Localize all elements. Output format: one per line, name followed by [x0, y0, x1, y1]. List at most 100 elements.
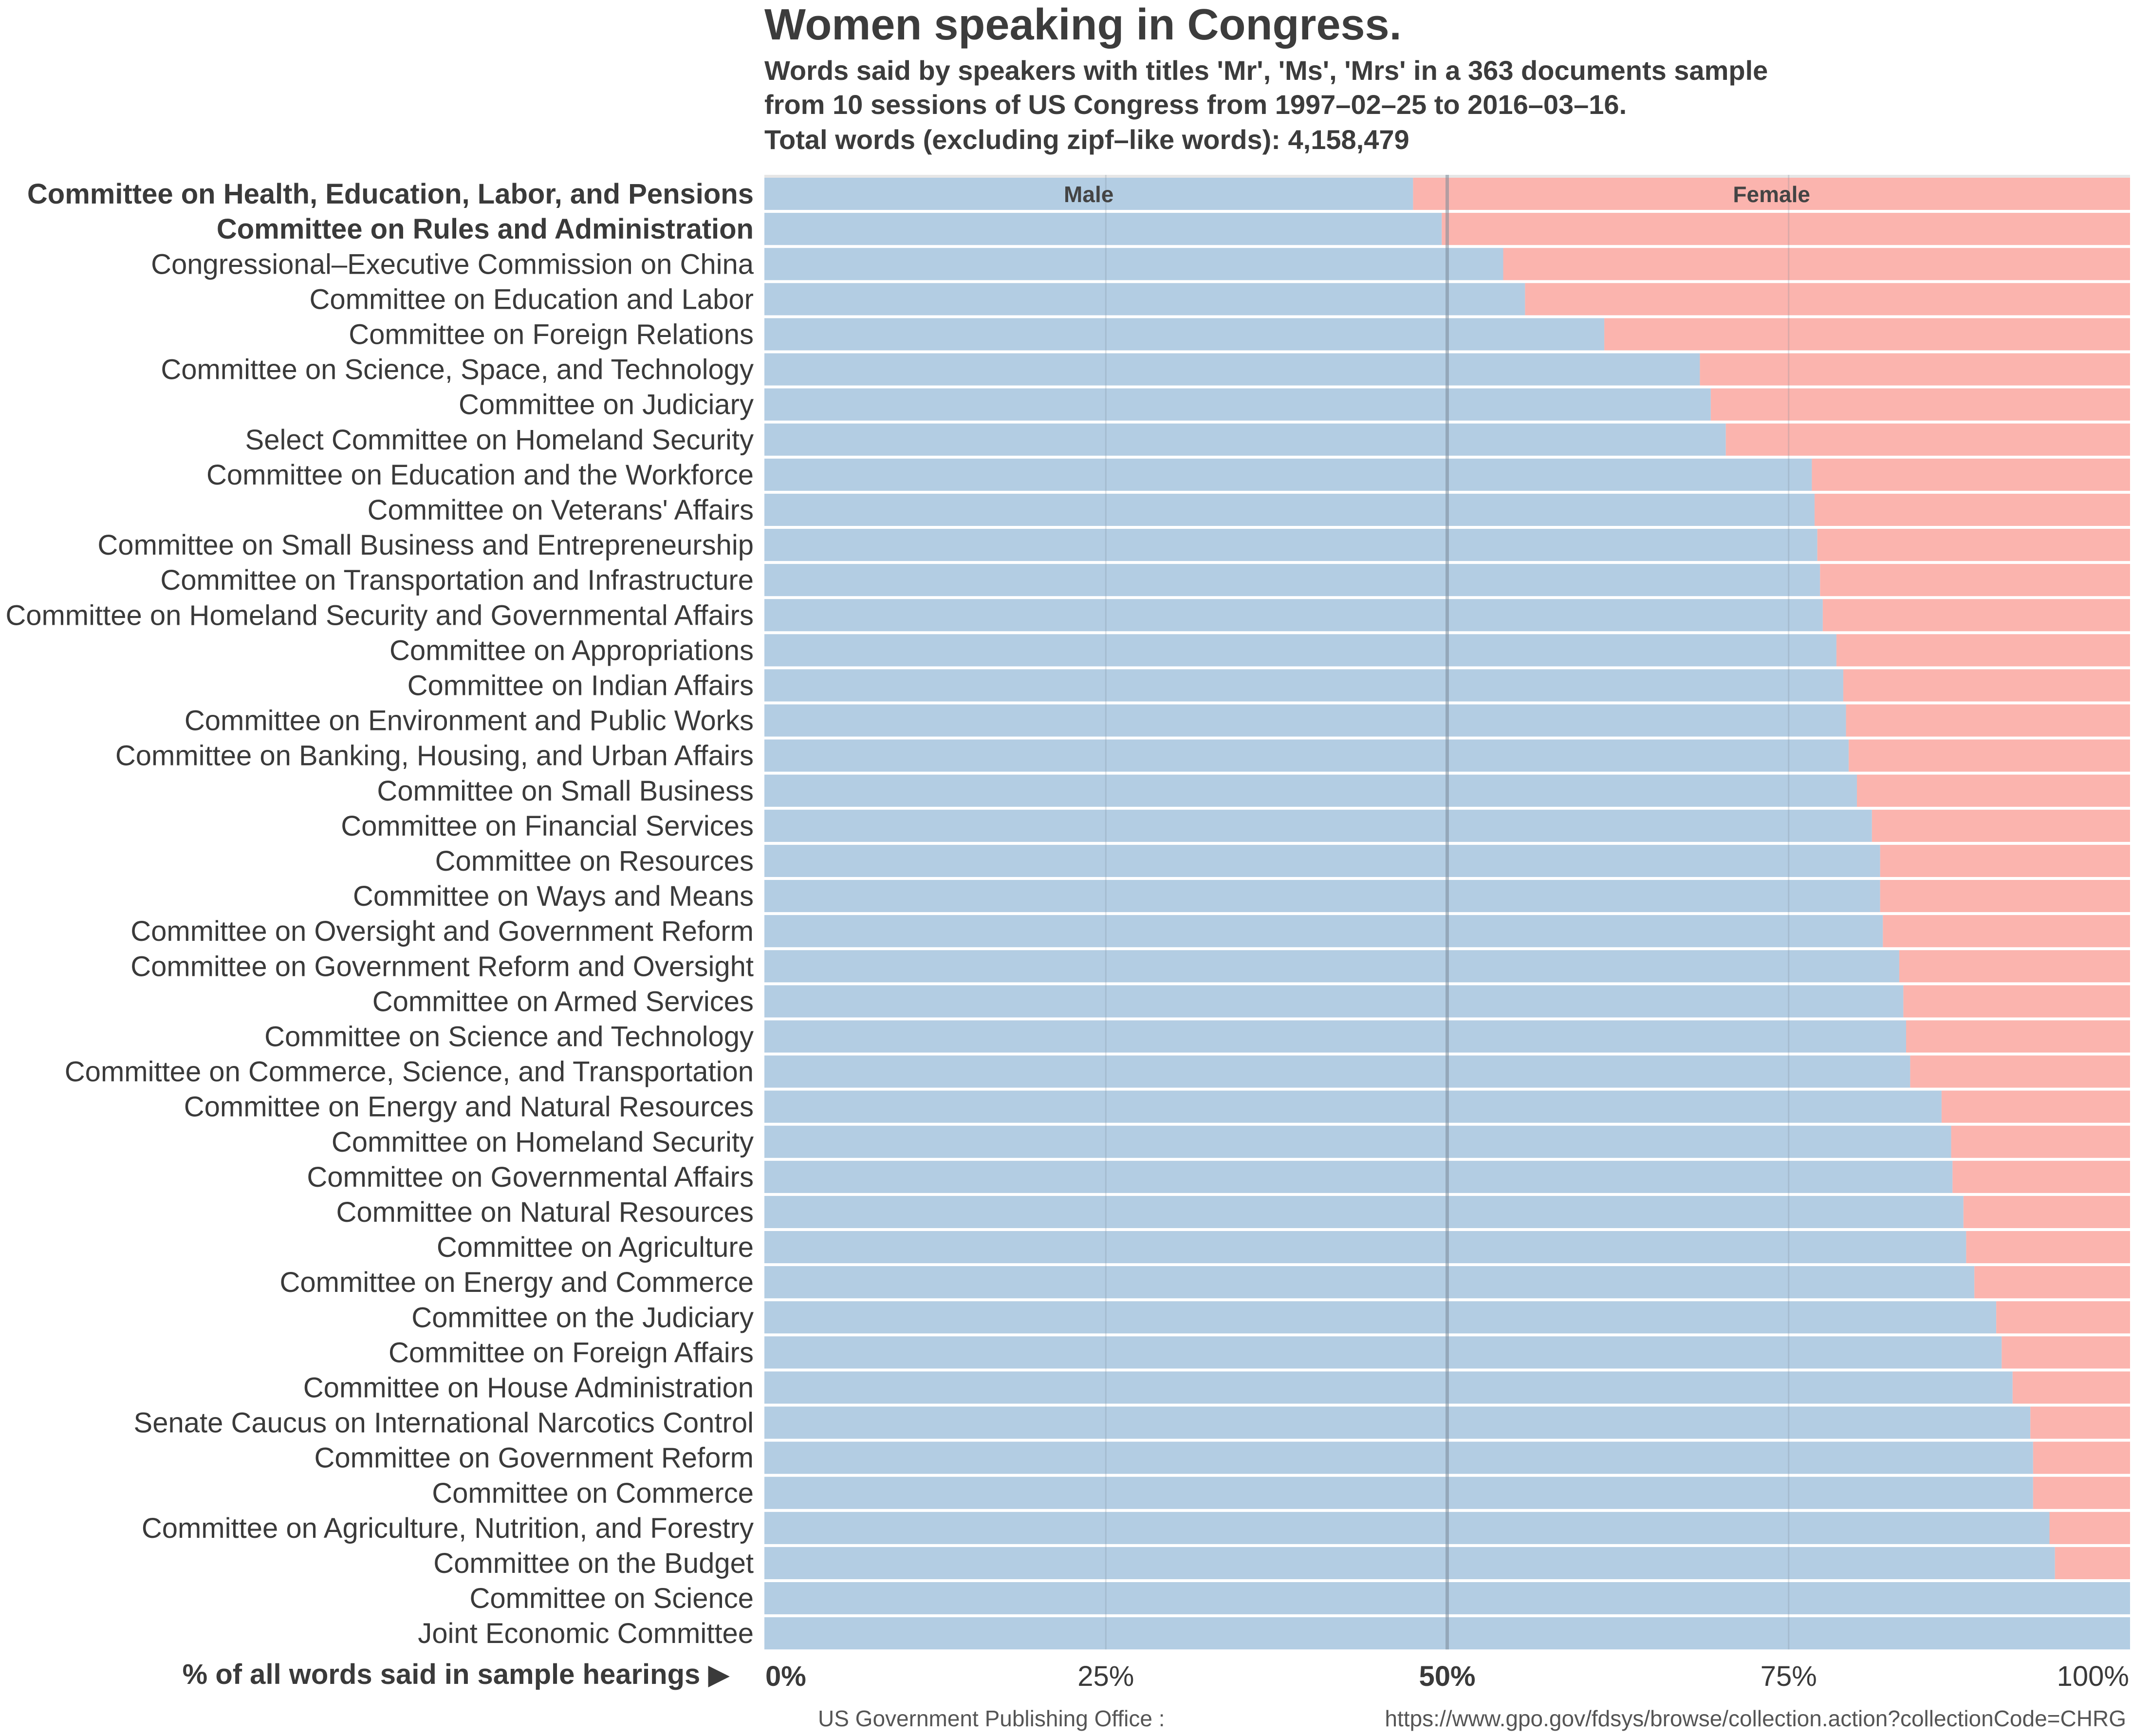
- series-label-female: Female: [1733, 182, 1810, 207]
- bar-female: [1996, 1301, 2130, 1334]
- bar-male: [764, 634, 1836, 667]
- bar-female: [1903, 985, 2130, 1018]
- bar-male: [764, 353, 1700, 386]
- series-labels-layer: Male Female: [1064, 182, 1810, 207]
- bar-male: [764, 1195, 1964, 1228]
- bar-male: [764, 1090, 1942, 1123]
- bar-female: [1846, 704, 2130, 737]
- category-label: Committee on Appropriations: [389, 635, 754, 666]
- bar-female: [1700, 353, 2130, 386]
- bar-male: [764, 213, 1442, 245]
- x-tick-label: 0%: [765, 1661, 806, 1692]
- x-tick-labels-layer: 0% 25% 50% 75% 100%: [765, 1661, 2129, 1692]
- bar-female: [1941, 1090, 2130, 1123]
- bar-female: [1820, 564, 2130, 597]
- bar-female: [1849, 739, 2130, 772]
- category-label: Committee on Commerce: [432, 1477, 754, 1509]
- category-label: Committee on Education and Labor: [310, 283, 754, 315]
- bar-female: [1843, 669, 2130, 702]
- bar-male: [764, 1020, 1906, 1053]
- category-label: Committee on Homeland Security: [332, 1126, 754, 1158]
- bar-female: [2055, 1547, 2130, 1579]
- bar-female: [1815, 493, 2130, 526]
- category-label: Committee on Health, Education, Labor, a…: [27, 178, 754, 210]
- source-url[interactable]: https://www.gpo.gov/fdsys/browse/collect…: [1385, 1706, 2126, 1731]
- bar-male: [764, 704, 1846, 737]
- category-label: Committee on Science and Technology: [264, 1021, 754, 1052]
- bar-male: [764, 1301, 1997, 1334]
- category-label: Committee on Homeland Security and Gover…: [5, 599, 754, 631]
- bar-female: [1966, 1231, 2130, 1264]
- bar-female: [1951, 1125, 2130, 1158]
- bar-female: [1880, 844, 2130, 877]
- category-label: Committee on Banking, Housing, and Urban…: [115, 740, 754, 772]
- bar-male: [764, 388, 1711, 421]
- bar-female: [1725, 423, 2130, 456]
- bar-female: [2002, 1336, 2130, 1369]
- bar-male: [764, 529, 1817, 561]
- bars-layer: [764, 175, 2130, 1650]
- category-label: Congressional–Executive Commission on Ch…: [151, 248, 754, 280]
- bar-female: [2033, 1476, 2130, 1509]
- category-labels-layer: Committee on Health, Education, Labor, a…: [5, 178, 754, 1649]
- x-tick-label: 50%: [1419, 1661, 1475, 1692]
- bar-male: [764, 669, 1843, 702]
- bar-male: [764, 950, 1899, 983]
- bar-male: [764, 1055, 1910, 1088]
- bar-male: [764, 564, 1820, 597]
- bar-female: [1817, 529, 2130, 561]
- category-label: Committee on Natural Resources: [336, 1196, 754, 1228]
- bar-male: [764, 283, 1525, 316]
- category-label: Committee on House Administration: [303, 1372, 754, 1403]
- bar-male: [764, 1231, 1966, 1264]
- bar-male: [764, 739, 1849, 772]
- gridlines-layer: [1105, 175, 1790, 1650]
- source-name: US Government Publishing Office :: [818, 1706, 1165, 1731]
- bar-male: [764, 1512, 2050, 1544]
- category-label: Committee on Governmental Affairs: [307, 1161, 754, 1193]
- bar-female: [2030, 1406, 2130, 1439]
- series-label-male: Male: [1064, 182, 1113, 207]
- bar-male: [764, 178, 1413, 210]
- category-label: Committee on Veterans' Affairs: [368, 494, 754, 526]
- bar-male: [764, 493, 1815, 526]
- bar-female: [1604, 318, 2130, 351]
- chart-subtitle-line-1: Words said by speakers with titles 'Mr',…: [764, 55, 1768, 86]
- bar-male: [764, 915, 1883, 948]
- category-label: Committee on Agriculture: [437, 1232, 754, 1263]
- category-label: Committee on Energy and Commerce: [279, 1267, 754, 1298]
- bar-female: [1872, 809, 2130, 842]
- bar-female: [1812, 458, 2130, 491]
- category-label: Committee on Energy and Natural Resource…: [184, 1091, 754, 1123]
- chart-subtitle-line-2: from 10 sessions of US Congress from 199…: [764, 89, 1627, 120]
- bar-male: [764, 774, 1857, 807]
- x-tick-label: 100%: [2057, 1661, 2129, 1692]
- bar-female: [1857, 774, 2130, 807]
- chart-title: Women speaking in Congress.: [764, 0, 1402, 49]
- category-label: Committee on Financial Services: [341, 810, 754, 842]
- bar-female: [1822, 599, 2130, 632]
- bar-male: [764, 1441, 2033, 1474]
- category-label: Committee on Environment and Public Work…: [185, 705, 754, 737]
- bar-female: [1442, 213, 2130, 245]
- bar-female: [1910, 1055, 2130, 1088]
- category-label: Committee on Small Business and Entrepre…: [97, 529, 754, 561]
- bar-female: [1906, 1020, 2130, 1053]
- bar-male: [764, 1476, 2033, 1509]
- bar-male: [764, 985, 1904, 1018]
- bar-female: [1974, 1266, 2130, 1299]
- bar-male: [764, 458, 1812, 491]
- x-tick-label: 25%: [1077, 1661, 1134, 1692]
- bar-female: [2012, 1371, 2130, 1404]
- category-label: Committee on Oversight and Government Re…: [130, 915, 754, 947]
- chart-subtitle-line-3: Total words (excluding zipf–like words):…: [764, 124, 1409, 155]
- bar-female: [1952, 1160, 2130, 1193]
- category-label: Committee on Commerce, Science, and Tran…: [65, 1056, 754, 1088]
- category-label: Committee on Education and the Workforce: [206, 459, 754, 491]
- category-label: Committee on Transportation and Infrastr…: [160, 564, 754, 596]
- bar-male: [764, 318, 1605, 351]
- bar-male: [764, 599, 1823, 632]
- bar-male: [764, 423, 1726, 456]
- category-label: Committee on Foreign Relations: [349, 318, 754, 350]
